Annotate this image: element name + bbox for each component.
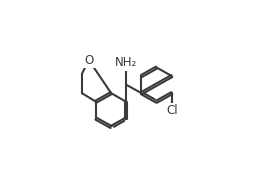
Text: Cl: Cl: [166, 104, 177, 117]
Text: NH₂: NH₂: [115, 56, 137, 69]
Text: O: O: [84, 54, 93, 67]
